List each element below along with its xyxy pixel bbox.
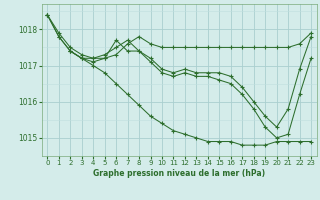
X-axis label: Graphe pression niveau de la mer (hPa): Graphe pression niveau de la mer (hPa) xyxy=(93,169,265,178)
